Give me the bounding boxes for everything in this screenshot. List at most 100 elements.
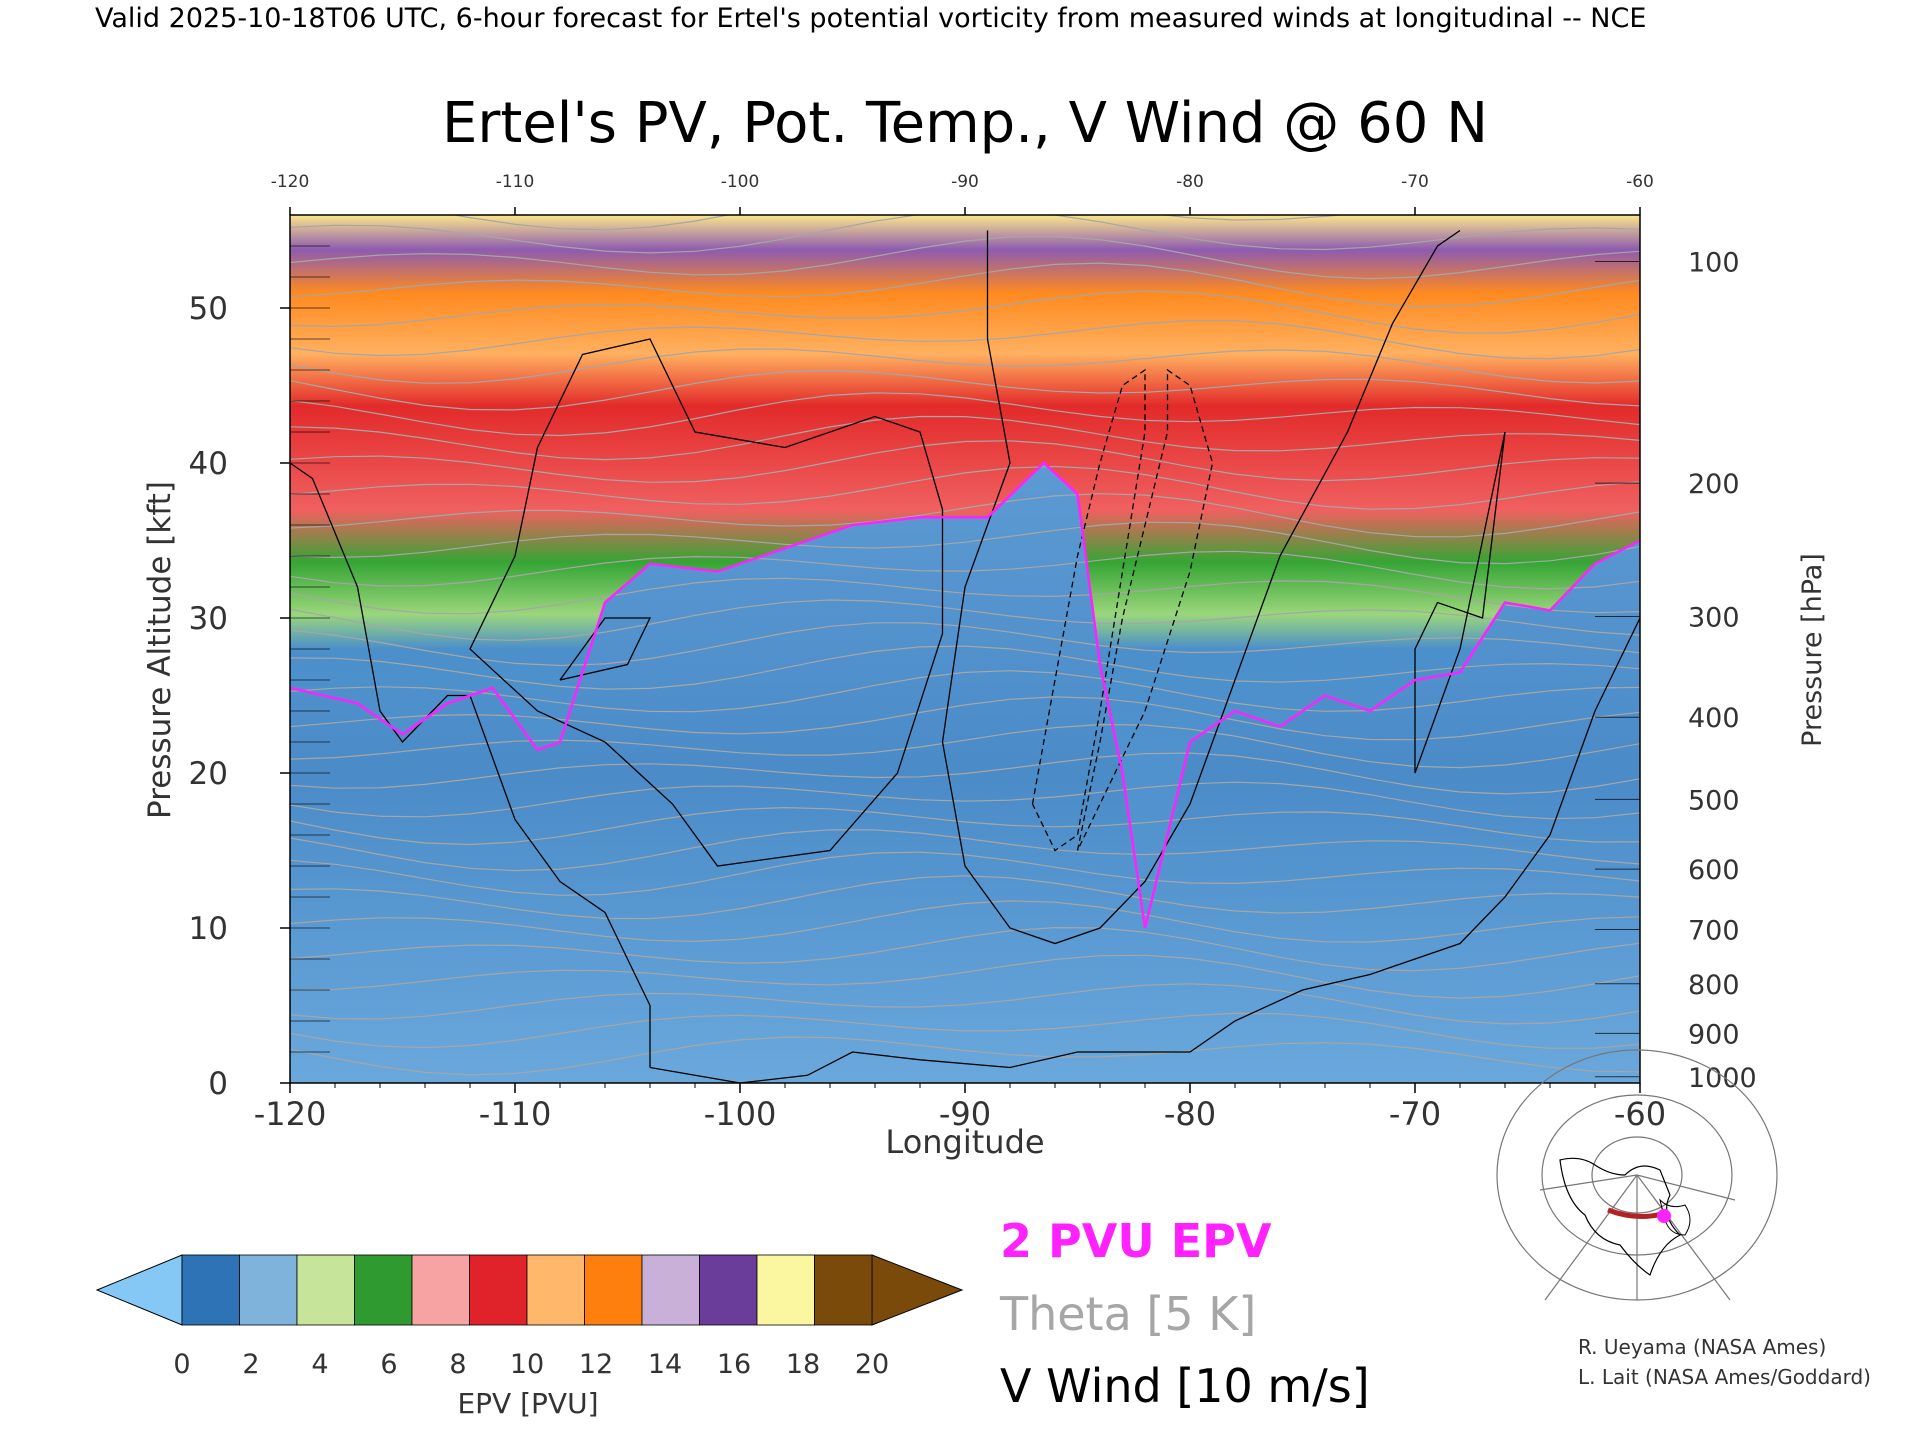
theta-contour	[290, 319, 1640, 360]
pressure-tick-label: 900	[1688, 1019, 1740, 1050]
x-top-tick-label: -120	[271, 172, 310, 192]
theta-contour	[290, 875, 1640, 920]
theta-contour	[290, 440, 1640, 483]
theta-contour	[290, 415, 1640, 461]
colorbar-tick-label: 10	[510, 1349, 544, 1380]
theta-contour	[290, 900, 1640, 943]
pressure-tick-label: 600	[1688, 855, 1740, 886]
y-axis-label-left: Pressure Altitude [kft]	[142, 481, 178, 819]
colorbar-swatch	[354, 1254, 413, 1326]
vwind-contour	[941, 229, 1461, 945]
colorbar-label: EPV [PVU]	[457, 1387, 598, 1420]
theta-contour	[290, 851, 1640, 896]
credit-line-1: R. Ueyama (NASA Ames)	[1578, 1335, 1826, 1359]
y-tick-label: 50	[189, 291, 228, 327]
theta-contour	[451, 215, 1346, 231]
colorbar-swatch	[814, 1254, 873, 1326]
x-top-tick-label: -60	[1626, 172, 1654, 192]
legend-2pvu: 2 PVU EPV	[1000, 1214, 1272, 1268]
colorbar-tick-label: 0	[173, 1349, 190, 1380]
pressure-tick-label: 500	[1688, 785, 1740, 816]
colorbar-tick-label: 8	[449, 1349, 466, 1380]
x-tick-label: -110	[479, 1095, 552, 1133]
colorbar-swatch	[296, 1254, 355, 1326]
colorbar-over-arrow	[871, 1254, 964, 1326]
pressure-tick-label: 200	[1688, 469, 1740, 500]
theta-contour	[290, 465, 1640, 510]
theta-contours	[290, 215, 1640, 1076]
chart-title: Ertel's PV, Pot. Temp., V Wind @ 60 N	[442, 91, 1488, 156]
x-top-tick-label: -100	[721, 172, 760, 192]
x-tick-label: -80	[1164, 1095, 1216, 1133]
pv-field	[290, 215, 1640, 1083]
pressure-tick-label: 800	[1688, 970, 1740, 1001]
axes: -120 -120 -110 -110 -100 -100 -90 -90 -80 -80 -70 -…	[189, 172, 1757, 1133]
x-top-tick-label: -70	[1401, 172, 1429, 192]
colorbar-swatch	[526, 1254, 585, 1326]
colorbar-tick-label: 4	[311, 1349, 328, 1380]
credit-line-2: L. Lait (NASA Ames/Goddard)	[1578, 1365, 1871, 1389]
colorbar-swatch	[411, 1254, 470, 1326]
colorbar-swatch	[699, 1254, 758, 1326]
colorbar-tick-label: 2	[242, 1349, 259, 1380]
vwind-contour	[1189, 617, 1640, 1053]
theta-contour	[290, 1036, 1640, 1076]
theta-contour	[290, 829, 1640, 872]
locator-map	[1496, 1049, 1778, 1305]
theta-contour	[290, 926, 1640, 972]
theta-contour	[290, 369, 1640, 411]
valid-time-line: Valid 2025-10-18T06 UTC, 6-hour forecast…	[95, 3, 1646, 34]
theta-contour	[290, 262, 1640, 308]
y-tick-label: 30	[189, 601, 228, 637]
x-top-tick-label: -110	[496, 172, 535, 192]
theta-contour	[290, 622, 1640, 667]
colorbar-swatch	[584, 1254, 643, 1326]
x-tick-label: -70	[1389, 1095, 1441, 1133]
theta-contour	[290, 493, 1640, 538]
colorbar-swatch	[181, 1254, 240, 1326]
vwind-contour	[649, 1051, 1190, 1083]
y-tick-label: 20	[189, 756, 228, 792]
theta-contour	[290, 392, 1640, 437]
colorbar-tick-label: 14	[648, 1349, 682, 1380]
colorbar-tick-label: 12	[579, 1349, 613, 1380]
theta-contour	[290, 215, 1640, 254]
x-tick-label: -60	[1614, 1095, 1666, 1133]
y-tick-label: 40	[189, 446, 228, 482]
theta-contour	[290, 348, 1640, 384]
legend-vwind: V Wind [10 m/s]	[1000, 1359, 1370, 1413]
theta-contour	[290, 521, 1640, 565]
colorbar-swatch	[239, 1254, 298, 1326]
colorbar-swatch	[756, 1254, 815, 1326]
y-tick-label: 0	[208, 1066, 228, 1102]
theta-contour	[290, 290, 1640, 334]
y-tick-label: 10	[189, 911, 228, 947]
pressure-tick-label: 300	[1688, 602, 1740, 633]
pv-2pvu-line	[290, 461, 1640, 929]
theta-contour	[290, 781, 1640, 820]
vwind-contour	[559, 617, 652, 681]
theta-contour	[290, 806, 1640, 846]
legend-theta: Theta [5 K]	[999, 1287, 1256, 1341]
x-tick-label: -120	[254, 1095, 327, 1133]
colorbar-tick-label: 6	[380, 1349, 397, 1380]
x-top-tick-label: -90	[951, 172, 979, 192]
x-tick-label: -100	[704, 1095, 777, 1133]
locator-marker	[1657, 1209, 1671, 1223]
theta-contour	[290, 599, 1640, 642]
pressure-tick-label: 100	[1688, 248, 1740, 279]
x-top-tick-label: -80	[1176, 172, 1204, 192]
x-tick-label: -90	[939, 1095, 991, 1133]
pressure-tick-label: 700	[1688, 916, 1740, 947]
colorbar-tick-label: 20	[855, 1349, 889, 1380]
x-axis-label: Longitude	[885, 1123, 1044, 1161]
theta-contour	[290, 550, 1640, 590]
theta-contour	[290, 577, 1640, 615]
colorbar-under-arrow	[95, 1254, 183, 1326]
vwind-contour	[1076, 368, 1214, 851]
theta-contour	[290, 983, 1640, 1025]
colorbar-tick-label: 16	[717, 1349, 751, 1380]
vwind-contour	[1414, 431, 1506, 774]
theta-contour	[290, 235, 1640, 280]
